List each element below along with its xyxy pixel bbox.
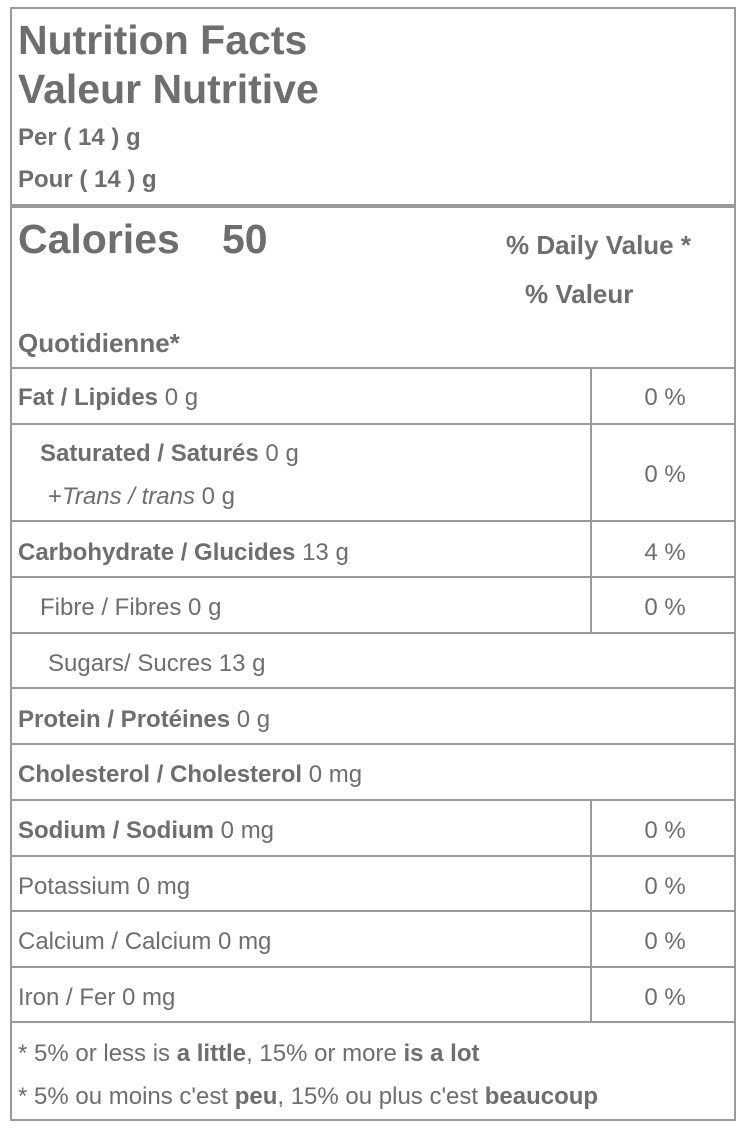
row-divider xyxy=(12,966,734,968)
footnote-en-text-1: * 5% or less is xyxy=(18,1040,177,1067)
calories-divider xyxy=(12,367,734,369)
saturated-amount: 0 g xyxy=(265,440,299,467)
iron-amount: 0 mg xyxy=(122,984,176,1011)
fibre-amount: 0 g xyxy=(188,594,222,621)
calories-label: Calories xyxy=(18,216,180,262)
iron-label: Iron / Fer xyxy=(18,984,116,1011)
carbohydrate-row: Carbohydrate / Glucides 13 g xyxy=(18,539,349,567)
row-divider xyxy=(12,910,734,912)
daily-value-heading-fr-2: Quotidienne* xyxy=(18,328,180,358)
serving-size-fr: Pour ( 14 ) g xyxy=(18,166,157,193)
trans-prefix: + xyxy=(48,483,63,510)
nutrition-facts-panel: Nutrition Facts Valeur Nutritive Per ( 1… xyxy=(10,7,736,1121)
row-divider xyxy=(12,520,734,522)
cholesterol-row: Cholesterol / Cholesterol 0 mg xyxy=(18,761,362,789)
row-divider xyxy=(12,1021,734,1023)
fat-label: Fat / Lipides xyxy=(18,384,159,411)
calcium-label: Calcium / Calcium xyxy=(18,928,212,955)
serving-size-en: Per ( 14 ) g xyxy=(18,124,141,151)
potassium-daily-value: 0 % xyxy=(644,873,686,900)
sugars-label: Sugars/ Sucres xyxy=(48,650,213,677)
calcium-amount: 0 mg xyxy=(218,928,272,955)
sodium-row: Sodium / Sodium 0 mg xyxy=(18,817,274,845)
trans-row: +Trans / trans 0 g xyxy=(48,483,235,511)
potassium-row: Potassium 0 mg xyxy=(18,873,190,901)
fat-amount: 0 g xyxy=(164,384,199,411)
row-divider xyxy=(12,632,734,634)
iron-row: Iron / Fer 0 mg xyxy=(18,984,175,1012)
footnote-fr-bold-2: beaucoup xyxy=(484,1083,599,1110)
saturated-label: Saturated / Saturés xyxy=(40,440,259,467)
footnote-en-text-2: , 15% or more xyxy=(246,1040,404,1067)
dv-column-divider xyxy=(590,367,592,632)
row-divider xyxy=(12,423,734,425)
footnote-fr-bold-1: peu xyxy=(234,1083,278,1110)
sugars-amount: 13 g xyxy=(218,650,266,677)
carbohydrate-label: Carbohydrate / Glucides xyxy=(18,539,296,566)
footnote-en-bold-2: is a lot xyxy=(403,1040,480,1067)
potassium-amount: 0 mg xyxy=(136,873,191,900)
footnote-en-bold-1: a little xyxy=(176,1040,247,1067)
potassium-label: Potassium xyxy=(18,873,131,900)
daily-value-heading-fr: % Valeur xyxy=(525,279,634,309)
footnote-fr-text-2: , 15% ou plus c'est xyxy=(277,1083,485,1110)
protein-label: Protein / Protéines xyxy=(18,706,231,733)
fibre-label: Fibre / Fibres xyxy=(40,594,182,621)
protein-amount: 0 g xyxy=(236,706,271,733)
footnote-fr: * 5% ou moins c'est peu, 15% ou plus c'e… xyxy=(18,1083,598,1111)
fibre-daily-value: 0 % xyxy=(644,594,686,621)
calcium-daily-value: 0 % xyxy=(644,928,686,955)
trans-label: Trans / trans xyxy=(62,483,195,510)
saturated-trans-daily-value: 0 % xyxy=(644,461,686,488)
trans-amount: 0 g xyxy=(201,483,235,510)
row-divider xyxy=(12,743,734,745)
saturated-row: Saturated / Saturés 0 g xyxy=(40,440,299,468)
footnote-fr-text-1: * 5% ou moins c'est xyxy=(18,1083,235,1110)
protein-row: Protein / Protéines 0 g xyxy=(18,706,270,734)
title-fr: Valeur Nutritive xyxy=(18,66,319,112)
calories-value: 50 xyxy=(222,216,268,262)
row-divider xyxy=(12,576,734,578)
iron-daily-value: 0 % xyxy=(644,984,686,1011)
row-divider xyxy=(12,799,734,801)
fat-row: Fat / Lipides 0 g xyxy=(18,384,198,412)
carbohydrate-daily-value: 4 % xyxy=(644,539,686,566)
row-divider xyxy=(12,687,734,689)
row-divider xyxy=(12,855,734,857)
calcium-row: Calcium / Calcium 0 mg xyxy=(18,928,271,956)
cholesterol-amount: 0 mg xyxy=(308,761,363,788)
footnote-en: * 5% or less is a little, 15% or more is… xyxy=(18,1040,480,1068)
fat-daily-value: 0 % xyxy=(644,384,686,411)
sodium-label: Sodium / Sodium xyxy=(18,817,214,844)
dv-column-divider xyxy=(590,799,592,1021)
sodium-daily-value: 0 % xyxy=(644,817,686,844)
sugars-row: Sugars/ Sucres 13 g xyxy=(48,650,265,678)
cholesterol-label: Cholesterol / Cholesterol xyxy=(18,761,303,788)
sodium-amount: 0 mg xyxy=(220,817,275,844)
header-divider xyxy=(12,204,734,208)
title-en: Nutrition Facts xyxy=(18,17,308,63)
daily-value-heading-en: % Daily Value * xyxy=(506,230,691,260)
carbohydrate-amount: 13 g xyxy=(302,539,349,566)
fibre-row: Fibre / Fibres 0 g xyxy=(40,594,221,622)
